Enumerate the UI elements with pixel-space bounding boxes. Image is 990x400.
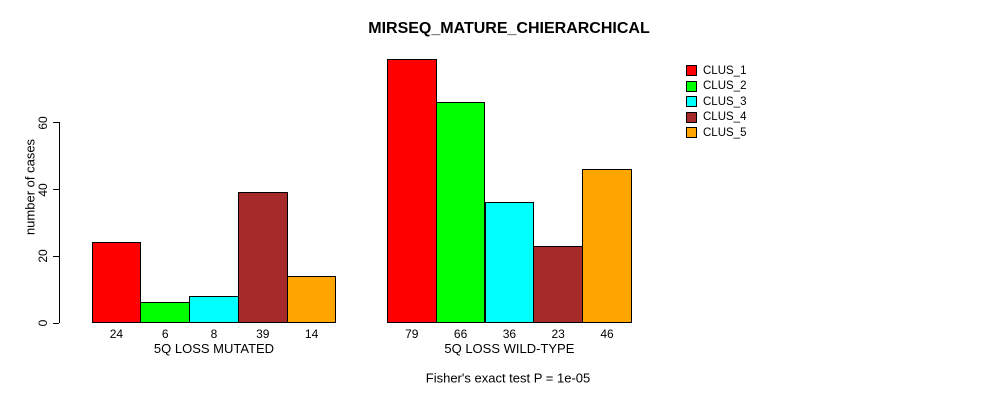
legend-swatch-clus_3	[686, 96, 697, 107]
bar-value-label: 8	[210, 327, 218, 341]
legend-swatch-clus_4	[686, 111, 697, 123]
group-label-2: 5Q LOSS WILD-TYPE	[444, 341, 575, 356]
bar-value-label: 23	[551, 327, 565, 341]
bar-value-label: 66	[453, 327, 468, 341]
bar-clus_2-group2	[435, 102, 486, 324]
bar-clus_2-group1	[140, 302, 191, 324]
legend-item-clus_4: CLUS_4	[686, 111, 746, 124]
legend-swatch-clus_2	[686, 80, 697, 92]
y-axis-line	[58, 122, 60, 324]
legend-item-clus_1: CLUS_1	[686, 64, 746, 77]
bar-value-label: 39	[256, 327, 270, 341]
legend-label: CLUS_4	[703, 111, 747, 123]
legend-label: CLUS_2	[703, 80, 747, 92]
bar-value-label: 24	[109, 327, 124, 341]
legend-label: CLUS_1	[703, 64, 747, 77]
y-tick-label: 20	[36, 249, 50, 263]
y-tick-mark	[52, 122, 59, 124]
y-tick-mark	[52, 189, 59, 191]
bar-value-label: 14	[304, 327, 319, 341]
bar-clus_5-group1	[286, 275, 337, 324]
bar-clus_4-group1	[237, 192, 288, 324]
chart-title: MIRSEQ_MATURE_CHIERARCHICAL	[368, 20, 650, 37]
bar-value-label: 46	[600, 327, 614, 341]
bar-clus_4-group2	[533, 245, 584, 324]
y-tick-label: 0	[36, 319, 50, 327]
y-tick-mark	[52, 255, 59, 257]
bar-clus_3-group2	[484, 202, 535, 324]
legend-item-clus_5: CLUS_5	[686, 126, 746, 139]
y-tick-label: 60	[36, 116, 50, 130]
legend-swatch-clus_1	[686, 65, 697, 76]
legend-label: CLUS_5	[703, 126, 747, 139]
group-label-1: 5Q LOSS MUTATED	[153, 341, 275, 356]
legend-item-clus_2: CLUS_2	[686, 80, 746, 93]
bar-value-label: 36	[502, 327, 517, 341]
legend-item-clus_3: CLUS_3	[686, 95, 746, 108]
fisher-test-annotation: Fisher's exact test P = 1e-05	[425, 370, 591, 386]
y-tick-label: 40	[36, 182, 50, 197]
legend-label: CLUS_3	[703, 95, 747, 108]
bar-value-label: 6	[161, 327, 169, 341]
y-tick-mark	[52, 322, 59, 324]
bar-clus_5-group2	[582, 169, 632, 324]
bar-value-label: 79	[405, 327, 419, 341]
bar-clus_1-group1	[91, 242, 142, 324]
bar-clus_1-group2	[386, 59, 437, 324]
legend-swatch-clus_5	[686, 127, 697, 138]
bar-clus_3-group1	[189, 295, 239, 324]
